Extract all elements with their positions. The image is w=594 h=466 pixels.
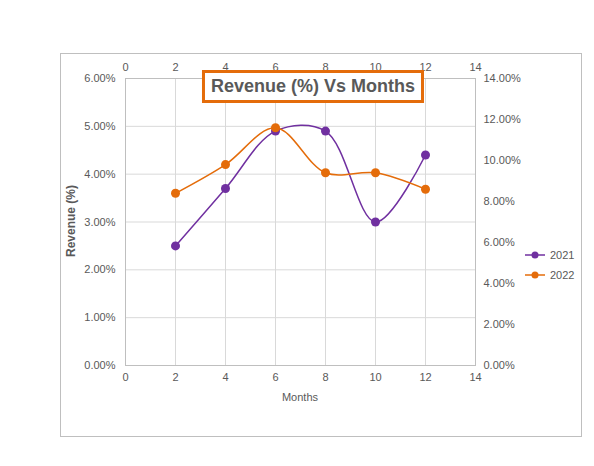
svg-text:2: 2 — [172, 371, 178, 383]
svg-text:0.00%: 0.00% — [84, 359, 115, 371]
svg-text:0.00%: 0.00% — [484, 359, 515, 371]
svg-text:12.00%: 12.00% — [484, 113, 522, 125]
svg-text:4.00%: 4.00% — [84, 168, 115, 180]
svg-text:2.00%: 2.00% — [84, 263, 115, 275]
svg-text:12: 12 — [419, 60, 432, 73]
svg-text:10.00%: 10.00% — [484, 154, 522, 166]
html-text:2021: 2021 — [550, 249, 575, 261]
svg-text:3.00%: 3.00% — [84, 216, 115, 228]
svg-text:0: 0 — [122, 371, 128, 383]
svg-text:6: 6 — [272, 371, 278, 383]
html-text:2022: 2022 — [550, 269, 575, 281]
svg-text:2: 2 — [172, 61, 178, 73]
svg-text:14.00%: 14.00% — [484, 72, 522, 84]
svg-text:10: 10 — [369, 60, 382, 73]
svg-text:4.00%: 4.00% — [484, 277, 515, 289]
svg-text:6.00%: 6.00% — [484, 236, 515, 248]
html-text:Revenue (%): Revenue (%) — [64, 185, 78, 257]
html-text:Months: Months — [282, 391, 318, 403]
svg-text:1.00%: 1.00% — [84, 311, 115, 323]
svg-text:8: 8 — [322, 60, 329, 73]
svg-text:8.00%: 8.00% — [484, 195, 515, 207]
svg-text:6.00%: 6.00% — [84, 72, 115, 84]
svg-text:14: 14 — [469, 371, 481, 383]
svg-text:4: 4 — [222, 60, 229, 73]
svg-text:5.00%: 5.00% — [84, 120, 115, 132]
svg-text:10: 10 — [369, 371, 381, 383]
svg-text:12: 12 — [419, 371, 431, 383]
html-text:Revenue (%) Vs Months: Revenue (%) Vs Months — [211, 76, 415, 96]
svg-text:4: 4 — [222, 371, 228, 383]
svg-text:2.00%: 2.00% — [484, 318, 515, 330]
svg-text:8: 8 — [322, 371, 328, 383]
svg-text:0: 0 — [122, 61, 128, 73]
svg-text:6: 6 — [272, 60, 279, 73]
svg-text:14: 14 — [469, 61, 481, 73]
